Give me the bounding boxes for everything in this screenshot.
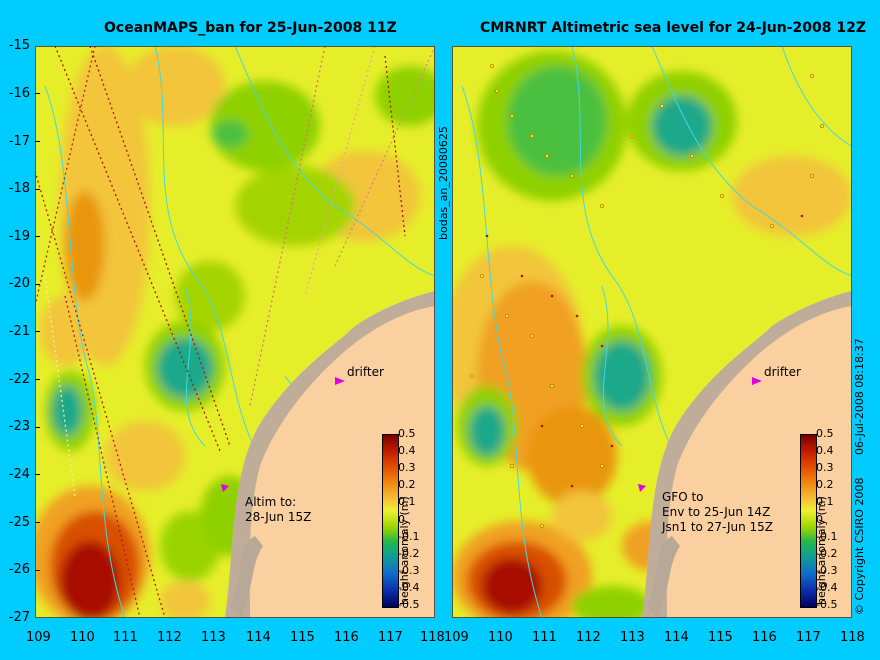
x-tick-label: 118 <box>420 630 445 645</box>
right-drifter-marker <box>752 377 762 385</box>
colorbar-tick-label: -0.4 <box>398 581 420 594</box>
colorbar-tick-label: 0.2 <box>398 478 416 491</box>
right-drifter-track-marker <box>638 484 646 492</box>
x-tick-label: 117 <box>796 630 821 645</box>
y-tick-label: -26 <box>8 562 30 577</box>
x-tick-label: 118 <box>840 630 865 645</box>
y-tick-label: -22 <box>8 372 30 387</box>
left-tick-marks <box>35 93 40 571</box>
colorbar-tick-label: 0.1 <box>398 495 416 508</box>
gfo-annotation-line1: GFO to <box>662 490 704 504</box>
x-tick-label: 111 <box>113 630 138 645</box>
colorbar-tick-label: 0 <box>816 513 823 526</box>
gfo-annotation-line3: Jsn1 to 27-Jun 15Z <box>662 520 774 534</box>
x-tick-label: 115 <box>708 630 733 645</box>
x-tick-label: 109 <box>26 630 51 645</box>
colorbar-tick-label: 0.3 <box>816 461 834 474</box>
right-red-track-points <box>485 214 804 488</box>
colorbar-tick-label: -0.5 <box>816 598 838 611</box>
y-tick-label: -19 <box>8 229 30 244</box>
y-tick-label: -21 <box>8 324 30 339</box>
colorbar-right <box>800 434 817 608</box>
x-tick-label: 110 <box>70 630 95 645</box>
right-map-frame <box>452 46 852 618</box>
colorbar-tick-label: -0.1 <box>816 530 838 543</box>
colorbar-tick-label: 0.4 <box>816 444 834 457</box>
colorbar-tick-label: -0.5 <box>398 598 420 611</box>
right-track-points <box>469 63 824 528</box>
right-sea-level-map <box>452 46 852 618</box>
colorbar-tick-label: -0.1 <box>398 530 420 543</box>
colorbar-tick-label: 0.1 <box>816 495 834 508</box>
right-anomaly-field <box>452 51 852 618</box>
x-tick-label: 112 <box>157 630 182 645</box>
left-drifter-marker <box>335 377 345 385</box>
x-tick-label: 113 <box>201 630 226 645</box>
drifter-label-left: drifter <box>347 365 384 379</box>
x-tick-label: 116 <box>334 630 359 645</box>
left-gulf-coast <box>230 536 263 618</box>
x-tick-label: 111 <box>532 630 557 645</box>
right-landmass <box>642 291 852 618</box>
analysis-id-label: bodas_an_20080625 <box>437 126 450 240</box>
x-tick-label: 112 <box>576 630 601 645</box>
y-tick-label: -16 <box>8 86 30 101</box>
right-gulf-coast <box>647 536 680 618</box>
x-tick-label: 115 <box>290 630 315 645</box>
colorbar-tick-label: -0.3 <box>816 564 838 577</box>
y-tick-label: -15 <box>8 38 30 53</box>
colorbar-tick-label: -0.4 <box>816 581 838 594</box>
timestamp-text: 06-Jul-2008 08:18:37 <box>853 338 866 455</box>
x-tick-label: 114 <box>246 630 271 645</box>
drifter-label-right: drifter <box>764 365 801 379</box>
colorbar-tick-label: -0.2 <box>398 547 420 560</box>
colorbar-tick-label: -0.2 <box>816 547 838 560</box>
colorbar-tick-label: 0.3 <box>398 461 416 474</box>
altim-annotation-line2: 28-Jun 15Z <box>245 510 312 524</box>
y-tick-label: -20 <box>8 276 30 291</box>
y-tick-label: -24 <box>8 467 30 482</box>
x-tick-label: 117 <box>378 630 403 645</box>
colorbar-tick-label: 0.5 <box>398 427 416 440</box>
colorbar-tick-label: 0.5 <box>816 427 834 440</box>
left-map-title: OceanMAPS_ban for 25-Jun-2008 11Z <box>104 20 397 36</box>
colorbar-left <box>382 434 399 608</box>
y-tick-label: -25 <box>8 515 30 530</box>
y-tick-label: -18 <box>8 181 30 196</box>
y-tick-label: -27 <box>8 610 30 625</box>
altim-annotation-line1: Altim to: <box>245 495 297 509</box>
x-tick-label: 116 <box>752 630 777 645</box>
copyright-text: © Copyright CSIRO 2008 <box>853 477 866 615</box>
colorbar-tick-label: 0.4 <box>398 444 416 457</box>
gfo-annotation-line2: Env to 25-Jun 14Z <box>662 505 771 519</box>
y-tick-label: -23 <box>8 419 30 434</box>
left-drifter-track-marker <box>221 484 229 492</box>
left-altimeter-tracks <box>35 46 435 618</box>
x-tick-label: 114 <box>664 630 689 645</box>
y-tick-label: -17 <box>8 134 30 149</box>
colorbar-tick-label: -0.3 <box>398 564 420 577</box>
x-tick-label: 109 <box>444 630 469 645</box>
x-tick-label: 113 <box>620 630 645 645</box>
colorbar-tick-label: 0 <box>398 513 405 526</box>
colorbar-tick-label: 0.2 <box>816 478 834 491</box>
left-sea-level-map <box>35 46 435 618</box>
right-map-title: CMRNRT Altimetric sea level for 24-Jun-2… <box>480 20 866 36</box>
x-tick-label: 110 <box>488 630 513 645</box>
